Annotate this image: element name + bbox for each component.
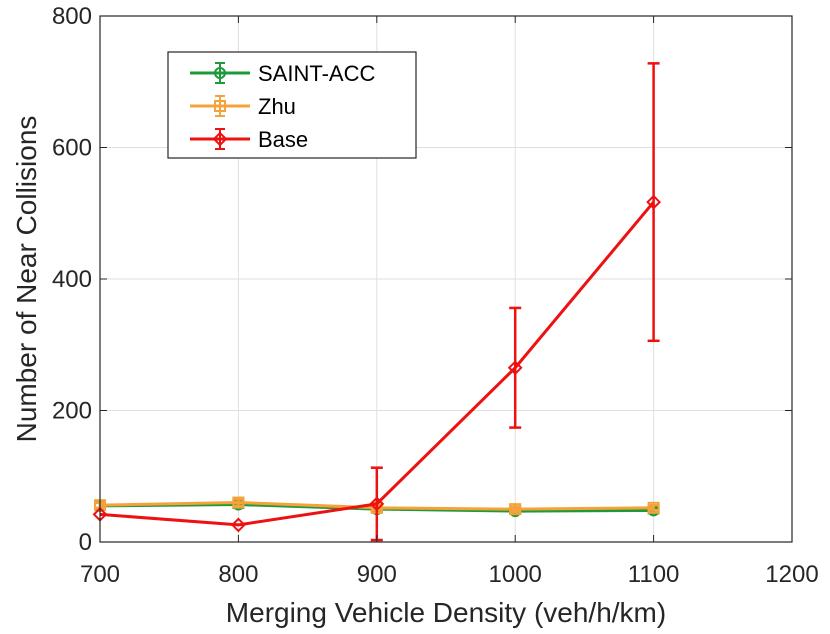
legend-item: Zhu: [190, 94, 296, 119]
series-line: [99, 201, 655, 527]
data-point: [646, 194, 662, 210]
x-tick-label: 900: [357, 561, 397, 588]
legend-item: Base: [190, 127, 308, 152]
x-tick-label: 1100: [628, 561, 680, 588]
legend-marker: [212, 131, 228, 147]
data-point: [509, 503, 522, 516]
data-point: [507, 360, 523, 376]
series-base: [92, 62, 662, 542]
series-layer: [92, 62, 662, 542]
tick-labels: 700 800 900 1000 1100 1200 0 200 400 600 800: [52, 3, 819, 588]
legend-item: SAINT-ACC: [190, 61, 375, 86]
legend-label: SAINT-ACC: [258, 61, 375, 86]
y-axis-title: Number of Near Collisions: [11, 116, 42, 443]
y-tick-label: 0: [79, 529, 92, 556]
y-tick-label: 200: [52, 398, 92, 425]
data-point: [232, 496, 245, 509]
data-point: [369, 496, 385, 512]
x-tick-label: 1000: [489, 561, 542, 588]
y-tick-label: 800: [52, 3, 92, 30]
legend-label: Zhu: [258, 94, 296, 119]
legend-marker: [214, 67, 226, 79]
data-point: [230, 517, 246, 533]
y-tick-label: 400: [52, 266, 92, 293]
x-tick-label: 1200: [765, 561, 818, 588]
legend-marker: [214, 100, 226, 112]
x-axis-title: Merging Vehicle Density (veh/h/km): [226, 597, 666, 628]
legend-label: Base: [258, 127, 308, 152]
x-tick-label: 800: [218, 561, 258, 588]
data-point: [647, 501, 660, 514]
legend: SAINT-ACC Zhu Base: [167, 51, 417, 159]
x-tick-label: 700: [80, 561, 120, 588]
y-tick-label: 600: [52, 135, 92, 162]
